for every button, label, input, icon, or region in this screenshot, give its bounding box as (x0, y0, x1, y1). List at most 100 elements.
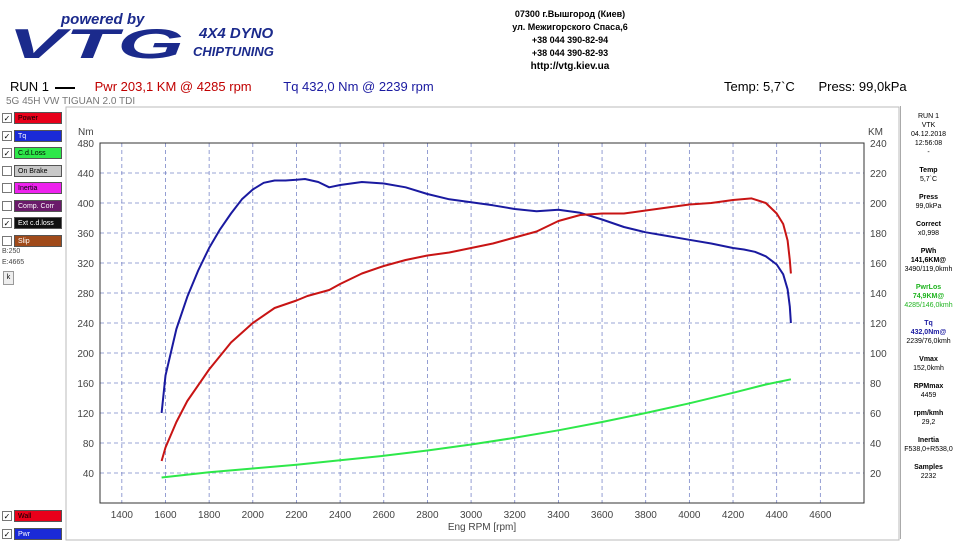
legend-item-ext-c-d-loss[interactable]: ✓ Ext c.d.loss (2, 215, 62, 231)
info-pwrlos: 74,9KM@ (912, 293, 945, 300)
series-line-c-d-loss (161, 378, 792, 479)
legend-checkbox[interactable]: ✓ (2, 511, 12, 521)
x-tick-label: 2000 (242, 510, 265, 521)
series-line-tq (160, 178, 792, 414)
legend-label: Inertia (14, 182, 62, 194)
info-press-label: Press (918, 194, 939, 201)
dyno-chart: 1400 1600 1800 2000 2200 2400 2600 2800 3000 3200… (65, 106, 900, 541)
legend-checkbox[interactable] (2, 183, 12, 193)
temperature: Temp: 5,7`C (724, 79, 795, 94)
info-rpmkmh: 29,2 (921, 419, 936, 426)
legend-checkbox[interactable]: ✓ (2, 148, 12, 158)
y-right-tick-label: 240 (870, 139, 887, 150)
info-vmax: 152,0kmh (913, 365, 944, 372)
chart-axes: 1400 1600 1800 2000 2200 2400 2600 2800 3000 3200… (65, 106, 900, 541)
x-tick-label: 2800 (416, 510, 439, 521)
b-value: B:250 (2, 248, 21, 255)
y-right-tick-label: 100 (870, 349, 887, 360)
chart-grid (100, 142, 864, 503)
run-line-swatch (55, 86, 76, 89)
legend-item-slip[interactable]: Slip (2, 233, 62, 249)
y-right-tick-label: 120 (870, 319, 887, 330)
info-rpmkmh-label: rpm/kmh (913, 410, 944, 417)
info-pwh-label: PWh (920, 248, 937, 255)
y-left-tick-label: 200 (77, 349, 94, 360)
legend-checkbox[interactable]: ✓ (2, 130, 12, 141)
legend-label: Comp. Corr (14, 199, 62, 212)
info-pwrlos-label: PwrLos (915, 284, 942, 291)
info-tq-label: Tq (924, 320, 933, 327)
y-left-unit: Nm (78, 127, 94, 138)
x-tick-label: 3600 (591, 510, 614, 521)
run-label: RUN 1 (10, 79, 50, 94)
legend-checkbox[interactable]: ✓ (2, 528, 12, 539)
info-temp-label: Temp (919, 167, 938, 174)
info-time: 12:56:08 (914, 140, 943, 147)
e-value: E:4665 (2, 259, 25, 266)
summary-line: RUN 1 Pwr 203,1 KM @ 4285 rpm Tq 432,0 N… (10, 79, 434, 94)
legend-checkbox[interactable] (2, 165, 12, 176)
peak-torque: Tq 432,0 Nm @ 2239 rpm (283, 79, 434, 94)
y-left-tick-label: 480 (77, 139, 94, 150)
y-left-tick-label: 280 (77, 289, 94, 300)
legend-bottom-item-pwr[interactable]: ✓ Pwr (2, 526, 62, 542)
info-pwh: 141,6KM@ (910, 257, 947, 264)
info-dash: - (927, 149, 930, 156)
k-button[interactable]: k (3, 271, 14, 285)
contact-phone-2: +38 044 390-82-93 (531, 48, 609, 58)
y-right-tick-label: 160 (870, 259, 887, 270)
y-left-tick-label: 320 (77, 259, 94, 270)
vtg-logo: powered by VTG (8, 11, 184, 62)
legend-item-comp-corr[interactable]: Comp. Corr (2, 198, 62, 214)
info-pwrlos-at: 4285/146,0kmh (904, 302, 953, 309)
logo-vtg: VTG (8, 20, 184, 62)
info-tq-at: 2239/76,0kmh (906, 338, 951, 345)
legend-label: On Brake (14, 164, 62, 177)
info-panel: RUN 1 VTK 04.12.2018 12:56:08 - Temp 5,7… (900, 106, 956, 539)
x-tick-label: 3400 (547, 510, 570, 521)
info-correct-label: Correct (916, 221, 941, 228)
info-temp: 5,7`C (919, 176, 938, 183)
x-tick-label: 3800 (635, 510, 658, 521)
x-tick-label: 1800 (198, 510, 221, 521)
info-rpmmax: 4459 (920, 392, 937, 399)
x-tick-label: 2600 (373, 510, 396, 521)
x-tick-label: 1600 (154, 510, 177, 521)
y-left-tick-label: 400 (77, 199, 94, 210)
legend-item-c-d-loss[interactable]: ✓ C.d.Loss (2, 145, 62, 161)
y-left-tick-label: 240 (77, 319, 94, 330)
y-left-tick-label: 40 (83, 469, 95, 480)
legend-checkbox[interactable] (2, 200, 12, 211)
y-left-tick-label: 360 (77, 229, 94, 240)
x-tick-label: 4000 (678, 510, 701, 521)
pressure: Press: 99,0kPa (818, 79, 907, 94)
plot-frame (99, 142, 865, 504)
legend-item-inertia[interactable]: Inertia (2, 180, 62, 196)
curve-legend: ✓ Power ✓ Tq ✓ C.d.Loss On Brake Inertia Comp. C… (2, 110, 62, 250)
legend-label: Slip (14, 234, 62, 247)
legend-bottom-item-wall[interactable]: ✓ Wall (2, 508, 62, 524)
y-right-unit: KM (868, 127, 883, 138)
y-right-tick-label: 40 (870, 439, 882, 450)
info-correct: x0,998 (917, 230, 940, 237)
legend-checkbox[interactable]: ✓ (2, 113, 12, 123)
legend-item-tq[interactable]: ✓ Tq (2, 128, 62, 144)
y-right-tick-label: 200 (870, 199, 887, 210)
legend-checkbox[interactable]: ✓ (2, 218, 12, 228)
info-rpmmax-label: RPMmax (913, 383, 944, 390)
brand-block: 4X4 DYNO CHIPTUNING (193, 25, 274, 60)
series-line-power (160, 197, 792, 462)
chart-series (160, 178, 792, 479)
y-right-tick-label: 60 (870, 409, 882, 420)
contact-url[interactable]: http://vtg.kiev.ua (530, 61, 610, 72)
y-right-tick-label: 140 (870, 289, 887, 300)
environment: Temp: 5,7`C Press: 99,0kPa (724, 79, 907, 94)
brand-dyno: 4X4 DYNO (199, 25, 274, 42)
chart-panel-border (65, 106, 900, 541)
legend-checkbox[interactable] (2, 235, 12, 246)
x-tick-label: 4600 (809, 510, 832, 521)
info-inertia-label: Inertia (917, 437, 939, 444)
legend-item-on-brake[interactable]: On Brake (2, 163, 62, 179)
legend-item-power[interactable]: ✓ Power (2, 110, 62, 126)
y-left-tick-label: 80 (83, 439, 95, 450)
